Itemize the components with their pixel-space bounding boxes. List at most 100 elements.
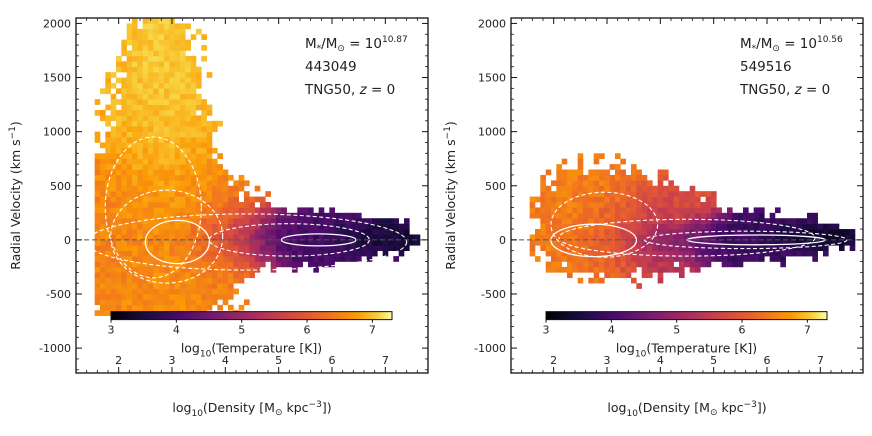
heatmap-cell	[636, 174, 642, 181]
heatmap-cell	[593, 174, 600, 181]
heatmap-cell	[636, 169, 642, 176]
heatmap-cell	[148, 223, 154, 230]
heatmap-cell	[748, 223, 754, 230]
heatmap-cell	[169, 185, 175, 192]
heatmap-cell	[190, 234, 197, 241]
heatmap-cell	[110, 115, 117, 122]
heatmap-cell	[679, 191, 685, 197]
heatmap-cell	[604, 223, 610, 230]
heatmap-cell	[153, 115, 159, 122]
heatmap-cell	[212, 239, 218, 246]
heatmap-cell	[137, 55, 143, 62]
heatmap-cell	[572, 239, 578, 246]
heatmap-cell	[190, 293, 197, 300]
heatmap-cell	[324, 239, 330, 246]
heatmap-cell	[169, 174, 175, 181]
heatmap-cell	[577, 164, 584, 170]
heatmap-cell	[100, 218, 106, 224]
heatmap-cell	[588, 229, 594, 235]
heatmap-cell	[116, 293, 122, 300]
right-simulation: TNG50, z = 0	[739, 82, 830, 98]
heatmap-cell	[148, 61, 154, 67]
heatmap-cell	[174, 256, 181, 262]
heatmap-cell	[318, 256, 325, 262]
heatmap-cell	[679, 250, 685, 257]
heatmap-cell	[222, 212, 229, 219]
heatmap-cell	[148, 174, 154, 181]
heatmap-cell	[110, 250, 117, 257]
heatmap-cell	[180, 50, 186, 57]
heatmap-cell	[350, 229, 357, 235]
heatmap-cell	[222, 288, 229, 295]
colorbar-tick-label: 3	[543, 324, 550, 337]
heatmap-cell	[142, 261, 149, 268]
heatmap-cell	[212, 212, 218, 219]
heatmap-cell	[238, 277, 245, 284]
heatmap-cell	[631, 207, 637, 214]
heatmap-cell	[308, 261, 314, 268]
heatmap-cell	[174, 185, 181, 192]
heatmap-cell	[206, 169, 213, 176]
heatmap-cell	[663, 250, 669, 257]
heatmap-cell	[313, 266, 319, 273]
heatmap-cell	[567, 218, 573, 224]
heatmap-cell	[153, 39, 159, 46]
heatmap-cell	[164, 196, 170, 203]
heatmap-cell	[148, 110, 154, 116]
heatmap-cell	[583, 196, 589, 203]
heatmap-cell	[137, 45, 143, 51]
heatmap-cell	[180, 61, 186, 67]
heatmap-cell	[126, 120, 133, 127]
heatmap-cell	[180, 88, 186, 95]
heatmap-cell	[388, 234, 394, 241]
heatmap-cell	[196, 277, 202, 284]
heatmap-cell	[126, 174, 133, 181]
heatmap-cell	[652, 261, 658, 268]
heatmap-cell	[94, 218, 101, 224]
heatmap-cell	[609, 196, 616, 203]
heatmap-cell	[110, 288, 117, 295]
heatmap-cell	[727, 229, 733, 235]
heatmap-cell	[212, 283, 218, 289]
heatmap-cell	[196, 126, 202, 132]
heatmap-cell	[398, 250, 405, 257]
heatmap-cell	[174, 239, 181, 246]
heatmap-cell	[222, 293, 229, 300]
heatmap-cell	[764, 223, 770, 230]
heatmap-cell	[593, 261, 600, 268]
heatmap-cell	[228, 174, 234, 181]
heatmap-cell	[631, 266, 637, 273]
heatmap-cell	[228, 283, 234, 289]
heatmap-cell	[545, 218, 552, 224]
heatmap-cell	[249, 229, 255, 235]
heatmap-cell	[577, 239, 584, 246]
heatmap-cell	[153, 126, 159, 132]
heatmap-cell	[318, 239, 325, 246]
heatmap-cell	[132, 180, 138, 187]
heatmap-cell	[100, 310, 106, 316]
heatmap-cell	[652, 250, 658, 257]
heatmap-cell	[153, 283, 159, 289]
heatmap-cell	[657, 250, 664, 257]
heatmap-cell	[286, 229, 293, 235]
heatmap-cell	[556, 196, 562, 203]
heatmap-cell	[121, 201, 127, 208]
heatmap-cell	[148, 158, 154, 165]
heatmap-cell	[121, 61, 127, 67]
heatmap-cell	[132, 23, 138, 30]
heatmap-cell	[121, 223, 127, 230]
heatmap-cell	[110, 261, 117, 268]
heatmap-cell	[324, 261, 330, 268]
heatmap-cell	[356, 218, 362, 224]
heatmap-cell	[545, 250, 552, 257]
heatmap-cell	[126, 153, 133, 159]
heatmap-cell	[668, 185, 674, 192]
left-x-axis-label: log10(Density [M⊙ kpc−3])	[172, 400, 331, 419]
heatmap-cell	[711, 212, 717, 219]
heatmap-cell	[695, 207, 701, 214]
heatmap-cell	[721, 218, 728, 224]
heatmap-cell	[126, 277, 133, 284]
heatmap-cell	[711, 256, 717, 262]
heatmap-cell	[196, 229, 202, 235]
heatmap-cell	[180, 55, 186, 62]
